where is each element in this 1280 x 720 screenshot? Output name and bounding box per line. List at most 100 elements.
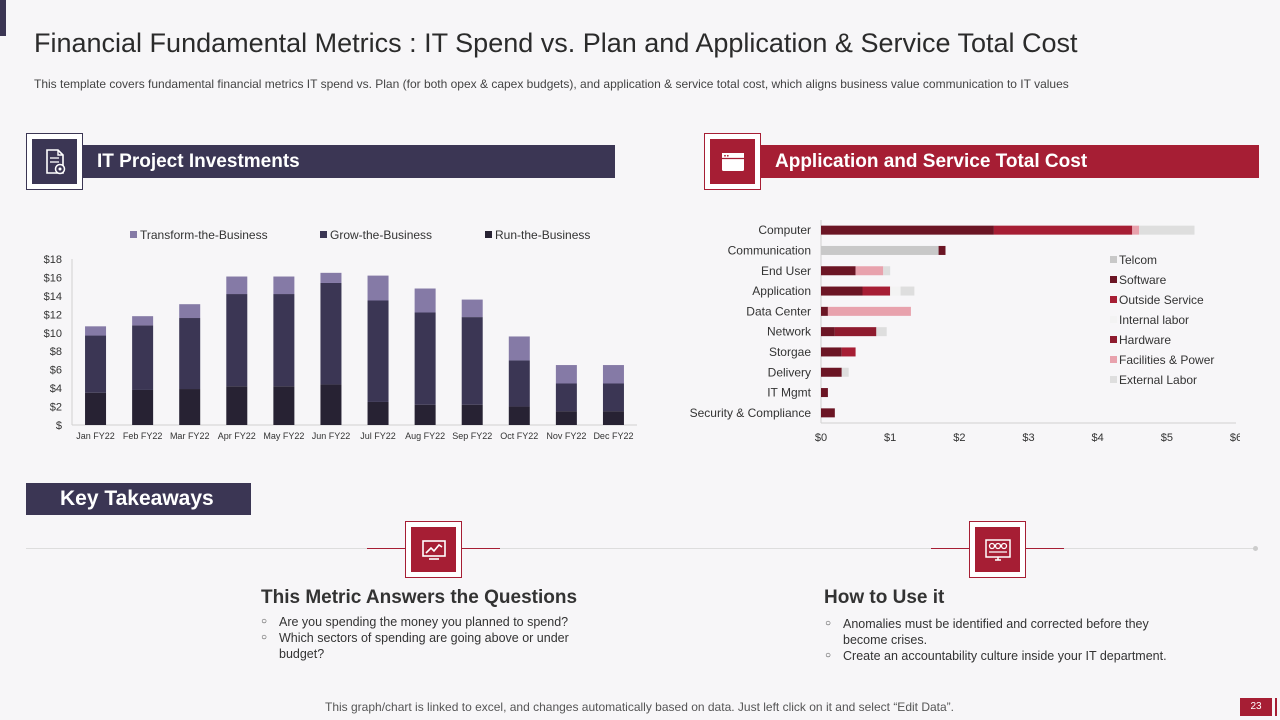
- document-gear-icon: [45, 148, 65, 174]
- bar-run-the-business: [461, 404, 483, 425]
- category-label: Delivery: [768, 365, 811, 379]
- bar-transform-the-business: [132, 316, 154, 326]
- y-tick-label: $: [56, 420, 62, 432]
- category-label: IT Mgmt: [767, 386, 811, 400]
- bar-run-the-business: [179, 389, 201, 425]
- x-tick-label: Jun FY22: [312, 431, 351, 441]
- bar-grow-the-business: [85, 335, 107, 393]
- bar-telcom: [821, 245, 939, 255]
- app-service-cost-header: Application and Service Total Cost: [706, 145, 1259, 178]
- bar-software: [821, 327, 835, 337]
- bar-run-the-business: [132, 389, 154, 425]
- how-to-use-heading: How to Use it: [824, 587, 945, 608]
- legend-run: Run-the-Business: [485, 228, 590, 242]
- bar-software: [821, 367, 842, 377]
- category-label: Security & Compliance: [690, 406, 812, 420]
- category-label: End User: [761, 264, 811, 278]
- it-project-investments-header: IT Project Investments: [26, 145, 615, 178]
- bar-run-the-business: [414, 404, 436, 425]
- y-tick-label: $12: [44, 309, 62, 321]
- legend-software: Software: [1110, 273, 1214, 293]
- bar-grow-the-business: [602, 383, 624, 412]
- bar-grow-the-business: [320, 282, 342, 385]
- x-tick-label: $4: [1092, 432, 1104, 444]
- bar-grow-the-business: [226, 294, 248, 387]
- category-label: Application: [752, 284, 811, 298]
- app-service-icon-box: [704, 133, 761, 190]
- bar-external-labor: [876, 327, 887, 337]
- category-label: Communication: [728, 243, 811, 257]
- dashboard-gauge-icon: [984, 538, 1011, 561]
- bar-outside-service: [841, 347, 856, 357]
- bar-grow-the-business: [132, 325, 154, 390]
- category-label: Data Center: [746, 304, 811, 318]
- bar-software: [821, 225, 994, 235]
- bar-run-the-business: [508, 406, 530, 425]
- browser-window-icon: [721, 152, 744, 171]
- bar-software: [821, 306, 828, 316]
- bar-grow-the-business: [367, 300, 389, 402]
- category-label: Storgae: [769, 345, 811, 359]
- it-investments-chart: $ $2 $4 $6 $8 $10 $12 $14 $16 $18 Jan FY22 Feb FY22…: [44, 254, 637, 441]
- how-to-use-icon-box: [969, 521, 1026, 578]
- bar-run-the-business: [226, 386, 248, 425]
- bar-run-the-business: [273, 386, 295, 425]
- x-tick-label: Oct FY22: [500, 431, 538, 441]
- x-tick-label: $5: [1161, 432, 1173, 444]
- list-item: Anomalies must be identified and correct…: [825, 616, 1195, 648]
- corner-accent: [0, 0, 6, 36]
- bar-run-the-business: [320, 384, 342, 425]
- page-number-accent: [1275, 698, 1277, 716]
- legend-external-labor: External Labor: [1110, 373, 1214, 393]
- x-tick-label: $1: [884, 432, 896, 444]
- app-service-cost-chart: Computer Communication End User Application…: [690, 220, 1240, 444]
- how-to-use-list: Anomalies must be identified and correct…: [825, 616, 1195, 664]
- bar-transform-the-business: [367, 275, 389, 301]
- bar-software: [821, 286, 863, 296]
- y-tick-label: $8: [50, 346, 62, 358]
- takeaways-divider: [26, 548, 1256, 549]
- legend-facilities-power: Facilities & Power: [1110, 353, 1214, 373]
- bar-external-labor: [883, 266, 891, 276]
- bar-facilities-power: [1132, 225, 1140, 235]
- y-tick-label: $6: [50, 365, 62, 377]
- bar-internal-labor: [890, 286, 901, 296]
- bar-hardware: [834, 327, 877, 337]
- y-tick-label: $14: [44, 291, 62, 303]
- bar-grow-the-business: [414, 312, 436, 405]
- x-tick-label: May FY22: [263, 431, 304, 441]
- y-tick-label: $4: [50, 383, 62, 395]
- bar-facilities-power: [827, 306, 911, 316]
- bar-transform-the-business: [508, 336, 530, 361]
- bar-outside-service: [993, 225, 1133, 235]
- bar-grow-the-business: [179, 318, 201, 390]
- bar-outside-service: [862, 286, 891, 296]
- bar-software: [938, 245, 946, 255]
- bar-external-labor: [900, 286, 915, 296]
- bar-transform-the-business: [602, 365, 624, 384]
- bar-transform-the-business: [320, 272, 342, 283]
- line-chart-icon: [421, 539, 446, 560]
- x-tick-label: Aug FY22: [405, 431, 445, 441]
- bar-run-the-business: [555, 411, 577, 425]
- x-tick-label: $0: [815, 432, 827, 444]
- bar-transform-the-business: [226, 276, 248, 295]
- divider-end-dot: [1253, 546, 1258, 551]
- legend-telcom: Telcom: [1110, 253, 1214, 273]
- bar-software: [821, 388, 828, 398]
- x-tick-label: Dec FY22: [593, 431, 633, 441]
- bar-run-the-business: [602, 411, 624, 425]
- bar-transform-the-business: [555, 365, 577, 384]
- bar-run-the-business: [367, 401, 389, 425]
- bar-software: [821, 408, 835, 418]
- page-title: Financial Fundamental Metrics : IT Spend…: [34, 28, 1078, 58]
- category-label: Computer: [758, 223, 811, 237]
- section-title-right: Application and Service Total Cost: [775, 151, 1088, 172]
- bar-transform-the-business: [461, 299, 483, 318]
- x-tick-label: $3: [1022, 432, 1034, 444]
- y-tick-label: $10: [44, 328, 62, 340]
- bar-transform-the-business: [85, 326, 107, 336]
- bar-grow-the-business: [273, 294, 295, 387]
- legend-grow: Grow-the-Business: [320, 228, 432, 242]
- x-tick-label: Apr FY22: [218, 431, 256, 441]
